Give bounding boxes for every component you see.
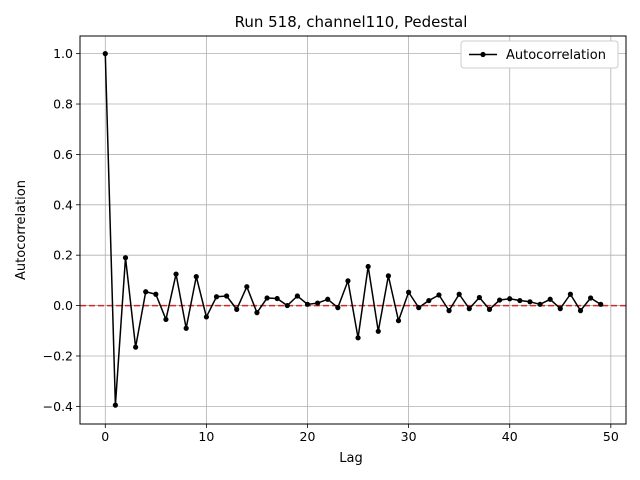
data-point (436, 292, 442, 298)
data-point (122, 255, 129, 261)
data-point (355, 335, 361, 341)
data-point (406, 289, 412, 295)
y-tick-label: −0.2 (43, 348, 73, 363)
data-point (365, 263, 371, 270)
data-point (102, 51, 108, 57)
data-point (497, 297, 503, 303)
data-point (143, 289, 149, 295)
data-point (426, 297, 432, 304)
x-tick-label: 50 (603, 429, 619, 444)
y-axis-label: Autocorrelation (14, 180, 29, 280)
data-point (274, 295, 280, 302)
data-point (598, 301, 604, 307)
y-tick-label: 0.2 (53, 248, 73, 263)
y-tick-label: 0.6 (53, 147, 73, 162)
x-tick-label: 10 (198, 429, 214, 444)
y-tick-label: 0.4 (53, 197, 73, 212)
data-point (517, 297, 523, 304)
data-point (112, 402, 118, 408)
data-point (537, 301, 543, 307)
data-point (133, 344, 139, 350)
data-point (557, 306, 563, 312)
data-point (304, 301, 311, 307)
data-point (163, 316, 169, 323)
x-tick-label: 0 (101, 429, 109, 444)
legend-box (460, 40, 619, 69)
y-tick-label: −0.4 (43, 399, 73, 414)
data-point (486, 306, 493, 312)
legend: Autocorrelation (460, 40, 619, 69)
y-tick-label: 0.8 (53, 97, 73, 112)
data-series (102, 51, 604, 408)
data-point (183, 325, 189, 331)
x-tick-label: 40 (502, 429, 518, 444)
data-point (577, 308, 584, 314)
data-point (446, 308, 452, 314)
data-point (254, 310, 260, 316)
data-point (294, 293, 300, 299)
data-point (234, 306, 240, 312)
data-point (416, 305, 422, 311)
x-tick-label: 20 (300, 429, 316, 444)
chart-title: Run 518, channel110, Pedestal (235, 13, 468, 31)
data-point (335, 305, 341, 311)
data-point (385, 273, 391, 279)
y-tick-label: 1.0 (53, 46, 73, 61)
data-point (315, 300, 321, 306)
data-point (325, 296, 331, 302)
data-point (244, 284, 250, 290)
data-point (395, 318, 402, 324)
x-axis-ticks: 0 10 20 30 40 50 (101, 424, 619, 444)
data-point (567, 291, 573, 297)
y-tick-label: 0.0 (53, 298, 73, 313)
data-point (264, 295, 270, 301)
data-point (507, 296, 513, 302)
data-point (466, 306, 472, 312)
data-point (547, 296, 553, 302)
data-point (456, 291, 462, 297)
data-point (284, 302, 290, 309)
data-point (588, 295, 594, 301)
legend-marker-sample (480, 51, 486, 58)
data-point (375, 328, 381, 334)
data-point (224, 293, 230, 299)
data-point (203, 314, 209, 320)
data-point (153, 291, 159, 297)
data-point (345, 278, 351, 284)
legend-label: Autocorrelation (506, 48, 606, 63)
x-tick-label: 30 (401, 429, 417, 444)
y-axis-ticks: −0.4 −0.2 0.0 0.2 0.4 0.6 0.8 1.0 (43, 46, 80, 414)
x-axis-label: Lag (339, 451, 362, 466)
data-point (173, 271, 179, 277)
data-point (193, 274, 199, 280)
data-point (476, 294, 482, 301)
data-point (213, 294, 220, 300)
plot-frame (79, 35, 627, 425)
data-point (527, 299, 533, 305)
